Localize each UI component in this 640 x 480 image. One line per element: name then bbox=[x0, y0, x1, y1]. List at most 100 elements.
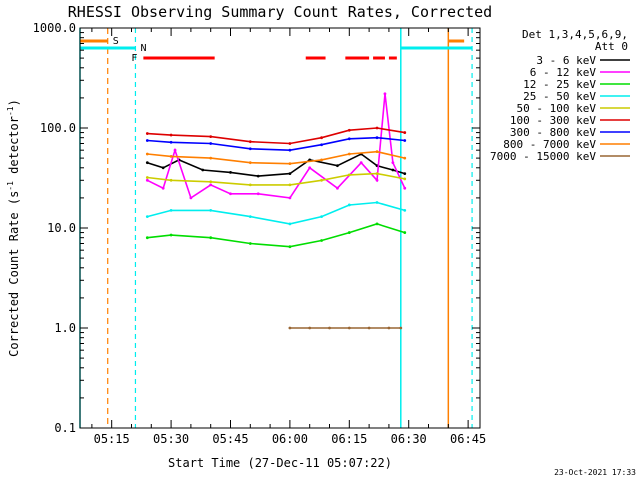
series-point bbox=[209, 142, 213, 145]
series-point bbox=[248, 183, 252, 187]
series-point bbox=[288, 142, 292, 145]
legend-entry-label: 50 - 100 keV bbox=[517, 102, 597, 115]
series-point bbox=[320, 178, 323, 182]
series-point bbox=[336, 164, 339, 168]
series-point bbox=[248, 215, 252, 219]
x-tick-label: 05:30 bbox=[153, 432, 189, 446]
series-point bbox=[288, 183, 292, 187]
x-tick-label: 06:45 bbox=[450, 432, 486, 446]
series-point bbox=[161, 166, 165, 170]
series-point bbox=[347, 326, 351, 330]
x-axis: 05:15 05:30 05:45 06:00 06:15 06:30 06:45 bbox=[91, 28, 486, 446]
legend-entry-label: 12 - 25 keV bbox=[523, 78, 596, 91]
series-point bbox=[375, 201, 379, 204]
x-axis-title: Start Time (27-Dec-11 05:07:22) bbox=[168, 456, 392, 470]
x-tick-label: 06:30 bbox=[391, 432, 427, 446]
plot-frame bbox=[79, 27, 481, 429]
series-point bbox=[403, 186, 407, 190]
series-point bbox=[383, 92, 387, 96]
series-point bbox=[145, 236, 149, 240]
series-point bbox=[288, 196, 292, 200]
series-point bbox=[347, 152, 351, 156]
series-point bbox=[347, 231, 351, 234]
series-point bbox=[336, 186, 339, 190]
series-point bbox=[320, 158, 323, 162]
series-point bbox=[367, 326, 371, 330]
series-point bbox=[248, 242, 252, 245]
series-point bbox=[403, 139, 407, 142]
series-line bbox=[147, 127, 405, 145]
y-tick-label: 100.0 bbox=[40, 121, 76, 135]
series-point bbox=[209, 135, 213, 139]
series-point bbox=[145, 139, 149, 142]
series-point bbox=[391, 161, 395, 165]
series-point bbox=[209, 180, 213, 184]
series-point bbox=[248, 161, 252, 165]
series-point bbox=[403, 131, 407, 134]
series-point bbox=[359, 161, 363, 165]
legend-title: Det 1,3,4,5,6,9, bbox=[522, 28, 628, 41]
series-point bbox=[145, 161, 149, 165]
series-point bbox=[288, 326, 292, 330]
series-point bbox=[169, 208, 173, 212]
series-point bbox=[320, 143, 323, 147]
y-axis-title: Corrected Count Rate (s-1 detector-1) bbox=[6, 99, 21, 357]
series-point bbox=[320, 215, 323, 219]
series-point bbox=[169, 140, 173, 144]
y-tick-label: 1.0 bbox=[54, 321, 76, 335]
legend-entry-label: 25 - 50 keV bbox=[523, 90, 596, 103]
x-tick-label: 06:00 bbox=[272, 432, 308, 446]
series-line bbox=[147, 136, 405, 152]
series-point bbox=[209, 236, 213, 240]
plot-area: S NF bbox=[79, 28, 473, 428]
series-point bbox=[375, 178, 379, 182]
series-point bbox=[248, 140, 252, 144]
series-point bbox=[375, 172, 379, 175]
series-point bbox=[145, 132, 149, 135]
legend-entry-label: 7000 - 15000 keV bbox=[490, 150, 596, 163]
series-point bbox=[173, 148, 177, 152]
legend-title: Att 0 bbox=[595, 40, 628, 53]
y-axis-title-part1: Corrected Count Rate (s bbox=[7, 191, 21, 357]
series-point bbox=[209, 183, 213, 187]
series-point bbox=[201, 168, 205, 172]
series-point bbox=[288, 222, 292, 226]
y-axis-title-part2: detector bbox=[7, 116, 21, 181]
y-axis-title-part3: ) bbox=[7, 99, 21, 106]
y-axis-title-sup1: -1 bbox=[6, 181, 15, 191]
series-point bbox=[347, 203, 351, 207]
series-point bbox=[145, 178, 149, 182]
series-point bbox=[256, 192, 260, 196]
series-point bbox=[399, 326, 403, 330]
series-point bbox=[288, 162, 292, 166]
series-point bbox=[328, 326, 331, 330]
series-point bbox=[320, 239, 323, 242]
series-point bbox=[375, 150, 379, 154]
series-point bbox=[308, 166, 312, 170]
series-point bbox=[161, 186, 165, 190]
legend-entry-label: 800 - 7000 keV bbox=[503, 138, 596, 151]
series-point bbox=[209, 156, 213, 160]
y-axis: 0.1 1.0 10.0 100.0 1000.0 bbox=[33, 21, 480, 435]
chart-title: RHESSI Observing Summary Count Rates, Co… bbox=[68, 3, 492, 21]
x-tick-label: 05:15 bbox=[94, 432, 130, 446]
series-point bbox=[288, 172, 292, 175]
series-point bbox=[403, 172, 407, 175]
legend-entry-label: 300 - 800 keV bbox=[510, 126, 596, 139]
saa-flag-label: S bbox=[113, 36, 119, 47]
series-point bbox=[375, 222, 379, 226]
night-flag-label: N bbox=[140, 43, 146, 54]
series-point bbox=[145, 215, 149, 219]
y-axis-title-sup2: -1 bbox=[6, 106, 15, 116]
series-point bbox=[308, 326, 312, 330]
series-point bbox=[375, 136, 379, 140]
series-point bbox=[347, 137, 351, 141]
series-line bbox=[147, 201, 406, 225]
series-point bbox=[209, 208, 213, 212]
series-point bbox=[288, 245, 292, 249]
series-line bbox=[146, 93, 406, 200]
flare-flag-label: F bbox=[131, 53, 137, 64]
series-point bbox=[169, 233, 173, 237]
